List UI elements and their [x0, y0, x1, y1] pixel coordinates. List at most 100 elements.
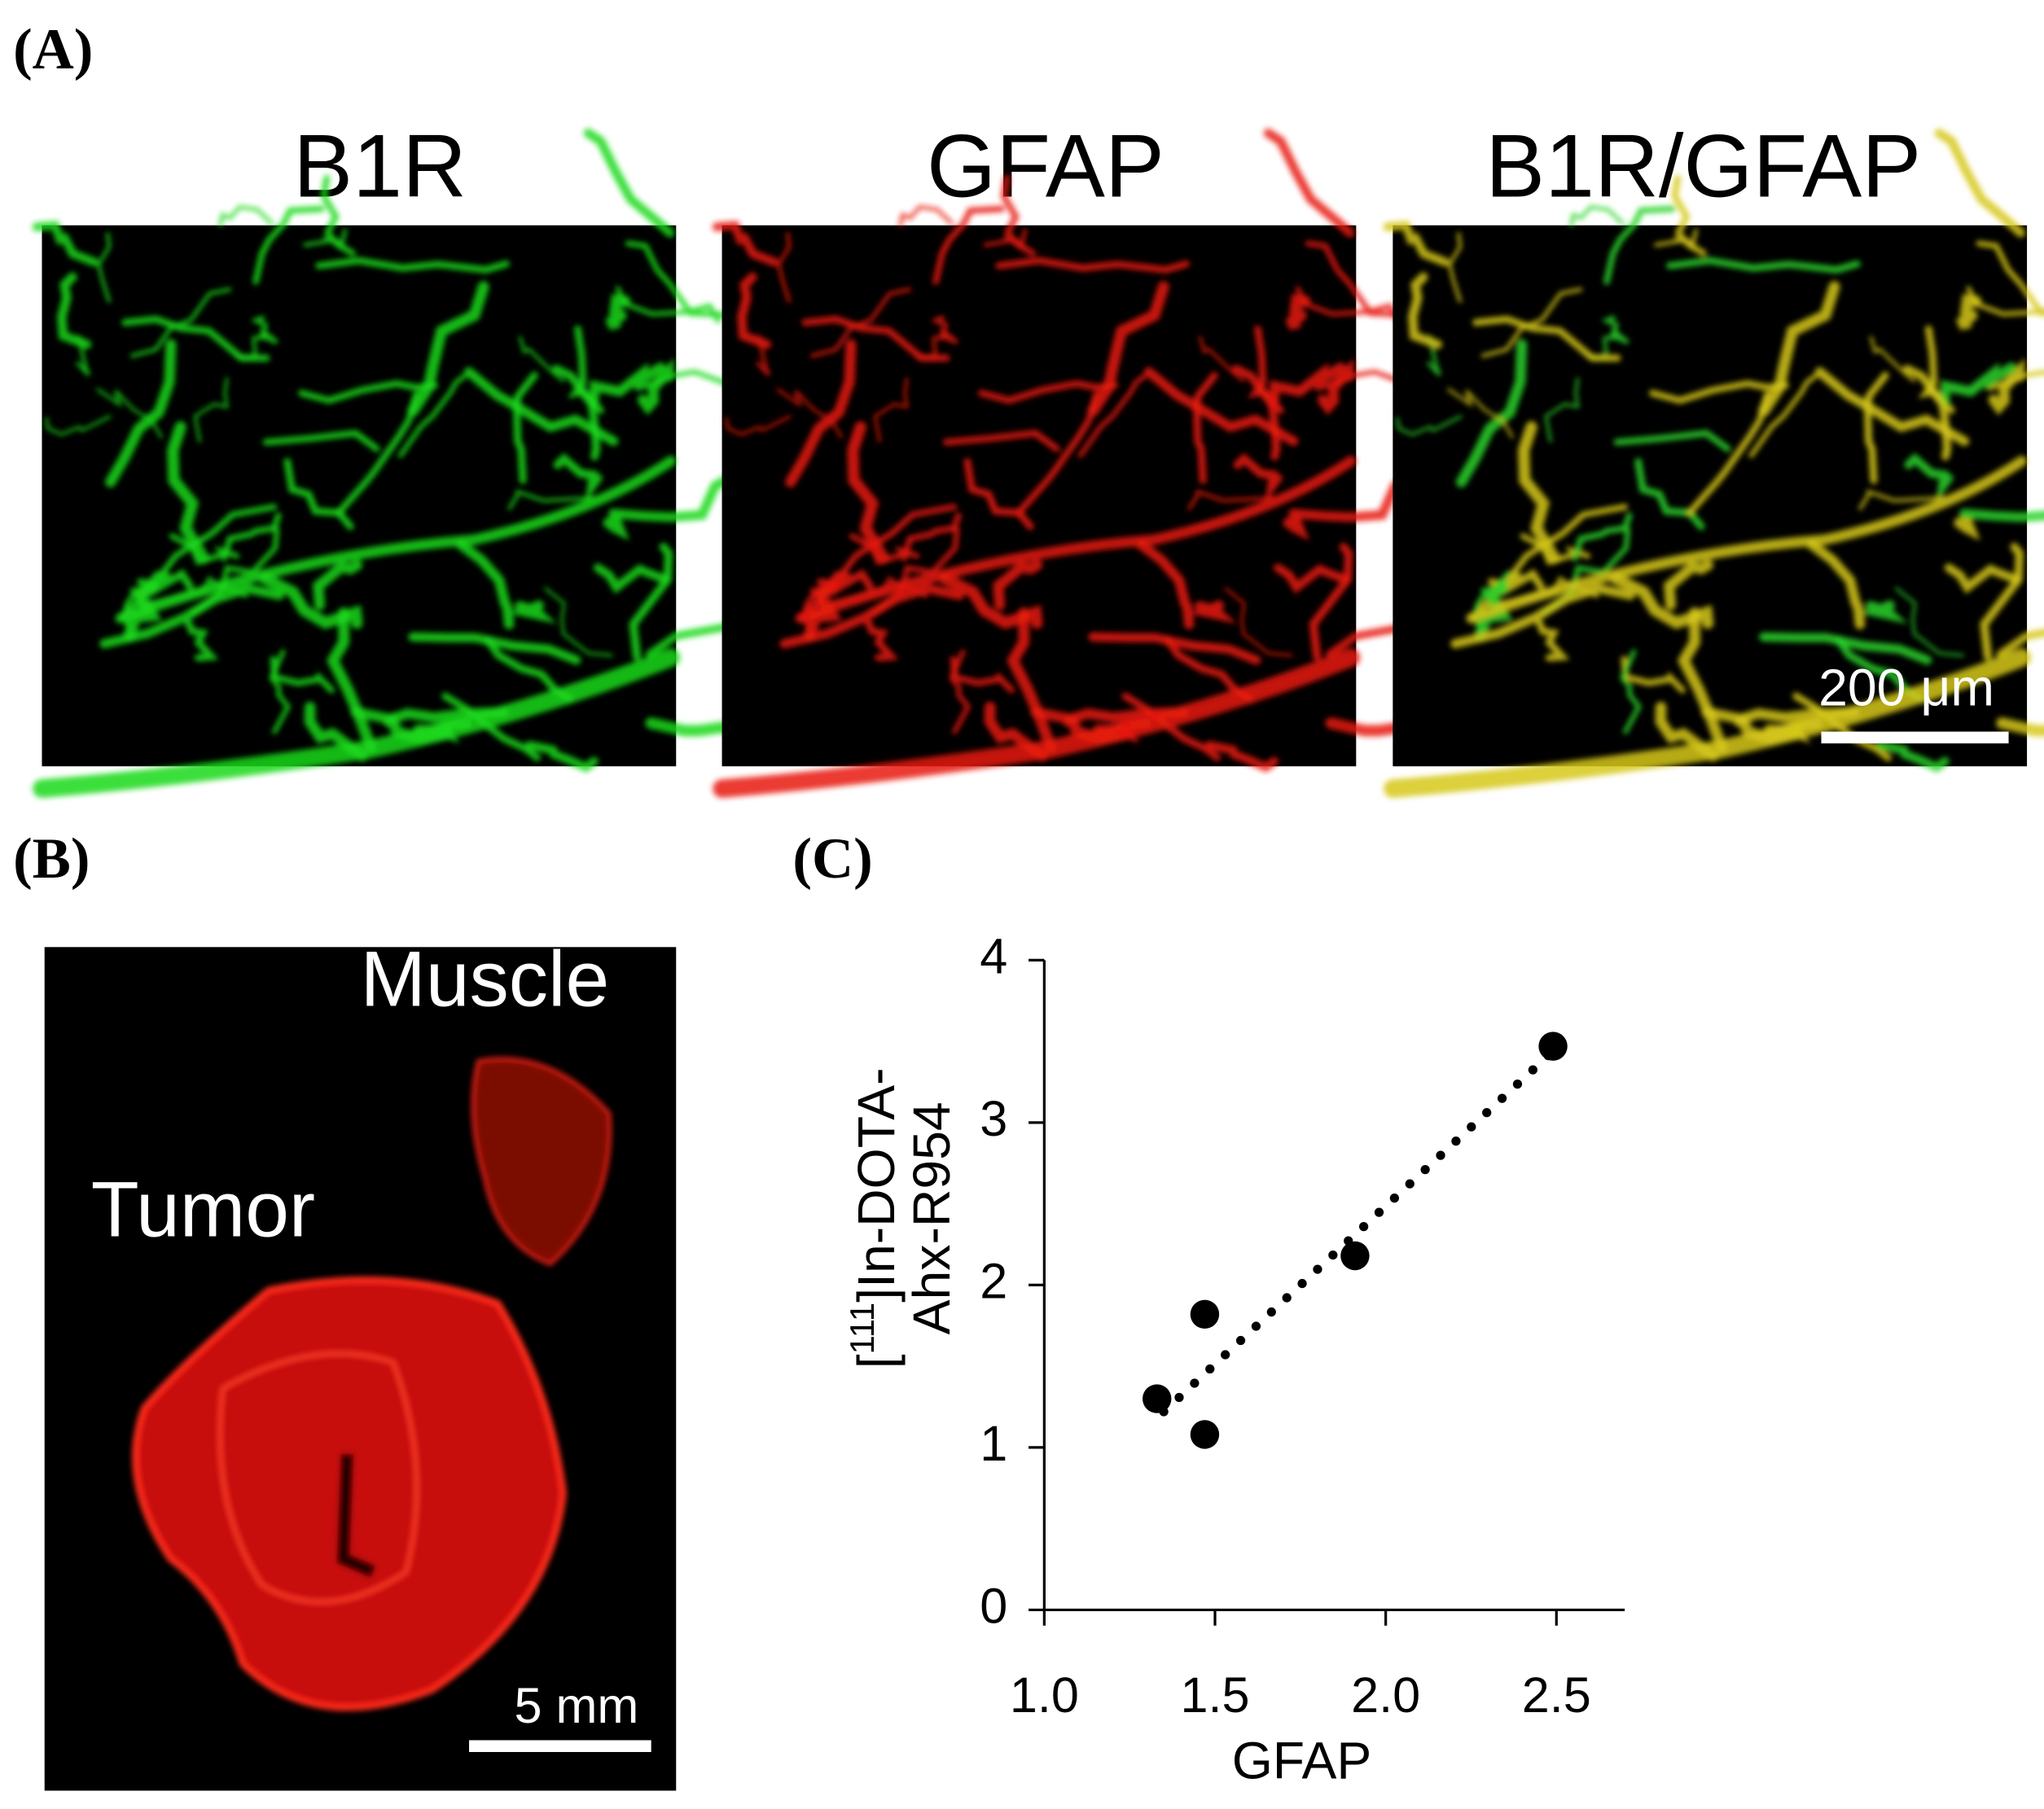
structure [1653, 228, 1699, 251]
structure [1187, 489, 1275, 510]
y-tick-label: 4 [980, 929, 1007, 984]
structure [1466, 455, 2028, 624]
scatter-chart: 0 1 2 3 4 1.0 1.5 2.0 2.5 GFAP [111]In-DOTA-Ahx-R9… [843, 929, 1625, 1789]
structure [1601, 315, 1629, 345]
structure [335, 391, 420, 517]
structure [873, 377, 909, 443]
y-axis-label: [111]In-DOTA- [843, 1067, 906, 1369]
structure [1450, 583, 1635, 649]
structure [45, 414, 112, 436]
structure [1285, 293, 1311, 331]
structure [1858, 489, 1946, 510]
structure [776, 388, 843, 439]
structure [1143, 366, 1299, 446]
y-axis-label-part: [ [847, 1354, 906, 1369]
y-axis-label-part: 111 [843, 1303, 881, 1355]
structure [1569, 205, 1625, 227]
structure [193, 377, 229, 443]
tissue-label: Tumor [91, 1167, 315, 1254]
structure [593, 563, 669, 594]
structure [1904, 453, 1954, 502]
structure [1517, 421, 1560, 564]
structure [553, 453, 603, 502]
structure [1273, 563, 1349, 594]
structure [33, 648, 681, 798]
image-title: B1R/GFAP [1485, 116, 1921, 216]
structure [221, 512, 282, 562]
scatter-point [1190, 1420, 1220, 1449]
structure [1087, 281, 1169, 417]
structure [169, 532, 240, 566]
structure [262, 429, 380, 453]
structure [463, 366, 619, 446]
structure [250, 315, 279, 345]
scatter-point [1143, 1384, 1172, 1413]
structure [775, 232, 792, 304]
structure [298, 379, 438, 405]
structure [1384, 648, 2031, 798]
structure [1875, 741, 1950, 773]
structure [1996, 629, 2044, 659]
structure [1544, 377, 1580, 443]
structure [95, 388, 163, 439]
structure [583, 128, 675, 238]
y-tick-label: 1 [980, 1416, 1007, 1471]
image-title: GFAP [927, 116, 1165, 216]
structure [518, 335, 565, 383]
structure [1988, 357, 2025, 415]
micrograph-structures [1383, 128, 2044, 798]
x-tick-label: 1.5 [1181, 1667, 1250, 1723]
structure [1663, 559, 1713, 611]
structure [1198, 335, 1245, 383]
micrograph [712, 128, 1503, 798]
micrograph-structures [32, 128, 823, 798]
structure [303, 228, 348, 251]
structure [995, 256, 1191, 274]
structure [847, 421, 889, 564]
structure [1472, 315, 1621, 361]
micrograph [1383, 128, 2044, 798]
scatter-point [1538, 1032, 1568, 1061]
structure [1902, 365, 1952, 461]
structure [1958, 508, 2044, 523]
structure [1535, 619, 1570, 662]
scatter-point [1340, 1241, 1370, 1271]
structure [1686, 391, 1770, 517]
structure [99, 583, 284, 649]
structure [615, 286, 721, 324]
structure [1204, 741, 1279, 773]
structure [32, 221, 99, 267]
structure [1976, 240, 2044, 317]
structure [1520, 532, 1591, 566]
structure [1806, 539, 1866, 630]
structure [637, 357, 675, 415]
structure [407, 281, 489, 417]
structure [1677, 607, 1728, 754]
structure [725, 414, 792, 436]
structure [801, 315, 950, 361]
structure [1939, 362, 2017, 409]
structure [115, 455, 677, 624]
structure [1944, 563, 2020, 594]
structure [129, 287, 232, 358]
structure [1383, 221, 1450, 267]
structure [95, 232, 112, 304]
structure [605, 293, 631, 331]
structure [1894, 587, 1964, 657]
structure [983, 228, 1028, 251]
structure [993, 559, 1043, 611]
structure [512, 371, 538, 484]
micrograph [32, 128, 823, 798]
y-axis-label-part: ]In-DOTA- [847, 1067, 906, 1302]
panel-label: (C) [792, 827, 872, 891]
structure [1666, 256, 1861, 274]
structure [1317, 357, 1355, 415]
tissue-shapes [132, 1057, 612, 1711]
structure [1480, 287, 1583, 358]
structure [313, 559, 363, 611]
structure [167, 421, 209, 564]
structure [1980, 542, 2024, 661]
structure [737, 272, 772, 349]
micrograph-background [722, 225, 1357, 767]
